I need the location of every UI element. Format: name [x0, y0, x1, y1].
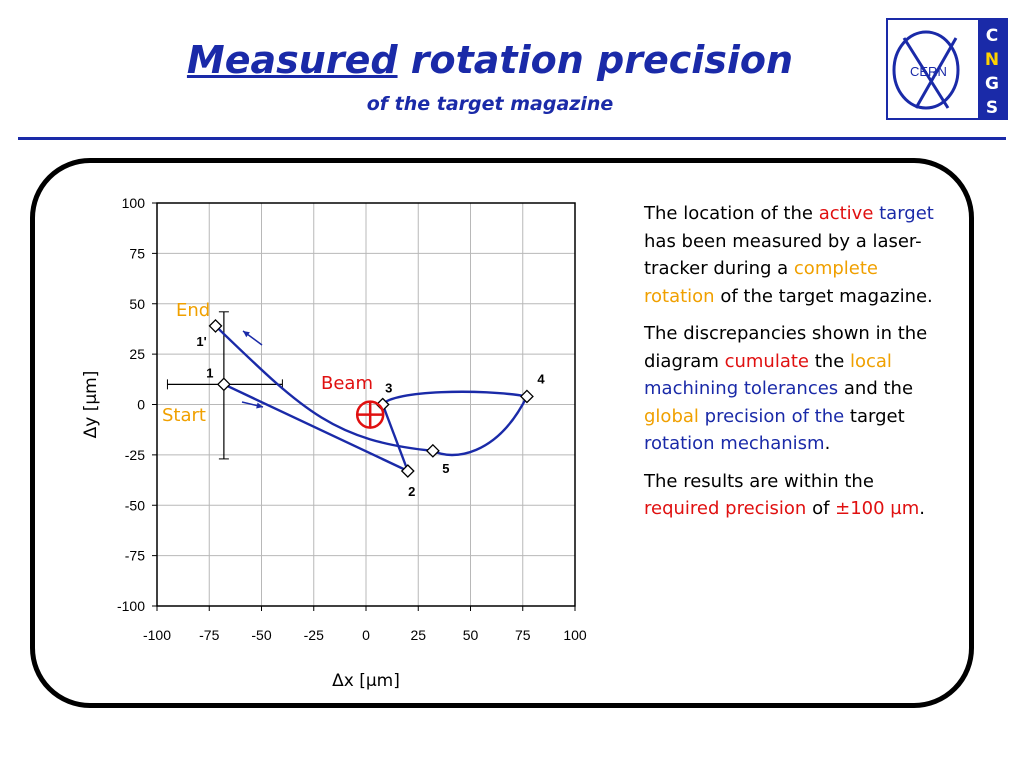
- point-label: 5: [442, 461, 449, 476]
- chart-path: [166, 311, 529, 473]
- y-tick-label: 25: [129, 346, 145, 362]
- text-run: rotation mechanism: [644, 433, 825, 454]
- point-marker: [216, 377, 231, 392]
- logo-letter-g: G: [985, 74, 999, 94]
- y-tick-label: -100: [117, 598, 145, 614]
- text-run: cumulate: [724, 350, 809, 372]
- text-run: global: [644, 405, 699, 427]
- text-run: The results are within the: [644, 470, 874, 492]
- point-label: 4: [537, 371, 545, 386]
- x-tick-label: 0: [362, 627, 370, 643]
- y-axis-title: Δy [µm]: [81, 371, 101, 439]
- y-tick-label: 100: [122, 195, 146, 211]
- end-label: End: [176, 300, 210, 321]
- x-tick-label: -75: [199, 627, 219, 643]
- text-run: of the target magazine.: [714, 285, 933, 307]
- logo-cern-text: CERN: [910, 64, 947, 79]
- x-tick-label: -50: [251, 627, 271, 643]
- path-5-to-1prime: [214, 325, 433, 453]
- text-run: target: [844, 405, 905, 427]
- text-run: ±100 µm: [835, 498, 920, 519]
- paragraph-2: The discrepancies shown in the diagram c…: [644, 320, 944, 458]
- path-3-to-4: [381, 390, 528, 406]
- x-axis-title: Δx [µm]: [332, 671, 400, 691]
- text-run: local: [849, 350, 892, 372]
- point-label: 1: [206, 365, 213, 380]
- text-run: active target: [819, 203, 934, 224]
- y-tick-label: 0: [137, 397, 145, 413]
- start-label: Start: [162, 405, 206, 426]
- chart-labels: 1 2 3 4 5 1' Beam Start End: [162, 300, 545, 499]
- text-run: The discrepancies shown in the diagram: [644, 323, 928, 372]
- logo-letter-n: N: [985, 50, 999, 70]
- title-measured: Measured: [186, 38, 398, 82]
- x-tick-label: 100: [563, 627, 587, 643]
- chart-grid: [156, 202, 576, 607]
- point-marker: [400, 464, 415, 478]
- y-tick-label: -75: [125, 548, 145, 564]
- text-run: machining tolerances: [644, 378, 839, 399]
- cern-cngs-logo: CERN C N G S: [886, 18, 1008, 120]
- text-run: has been measured by a laser-tracker dur…: [644, 230, 922, 280]
- paragraph-1: The location of the active target has be…: [644, 200, 944, 310]
- y-tick-label: 75: [129, 245, 145, 261]
- chart-axes: -100 -75 -50 -25 0 25 50 75 1001007550250-25-50-…: [81, 195, 587, 691]
- point-label: 2: [408, 484, 415, 499]
- point-label: 3: [385, 381, 392, 396]
- point-marker: [208, 318, 223, 333]
- text-run: precision of the: [704, 405, 845, 427]
- paragraph-3: The results are within the required prec…: [644, 468, 944, 523]
- text-run: and the: [838, 378, 914, 399]
- slide-subtitle: of the target magazine: [366, 93, 614, 115]
- path-1-to-2: [223, 383, 409, 473]
- point-marker: [520, 389, 534, 404]
- end-arrow-head: [243, 331, 250, 338]
- path-2-to-3: [381, 404, 409, 472]
- point-label: 1': [196, 334, 206, 349]
- y-tick-label: -50: [125, 497, 145, 513]
- text-run: The location of the: [644, 203, 819, 224]
- x-tick-label: 50: [463, 627, 479, 643]
- title-rest: rotation precision: [397, 38, 794, 82]
- description-text: The location of the active target has be…: [644, 200, 944, 533]
- text-run: of: [806, 498, 836, 519]
- text-run: complete rotation: [644, 258, 878, 307]
- y-tick-label: -25: [125, 447, 145, 463]
- logo-letter-s: S: [986, 98, 998, 118]
- x-tick-label: -100: [143, 627, 171, 643]
- beam-label: Beam: [321, 373, 373, 394]
- text-run-target: target: [873, 203, 934, 224]
- y-tick-label: 50: [129, 296, 145, 312]
- point-marker: [425, 443, 440, 458]
- x-tick-label: 75: [515, 627, 531, 643]
- x-tick-label: 25: [410, 627, 426, 643]
- x-tick-label: -25: [304, 627, 324, 643]
- chart-marks: [208, 318, 534, 478]
- title-divider: [18, 137, 1006, 140]
- text-run: .: [824, 433, 831, 454]
- text-run: required precision: [644, 498, 807, 519]
- text-run: .: [919, 498, 926, 519]
- slide-title: Measured rotation precision: [0, 38, 980, 82]
- text-run: the: [809, 350, 850, 372]
- start-arrow-head: [256, 402, 263, 409]
- text-run-active: active: [818, 203, 874, 224]
- path-4-to-5: [432, 395, 529, 457]
- logo-letter-c: C: [986, 26, 998, 46]
